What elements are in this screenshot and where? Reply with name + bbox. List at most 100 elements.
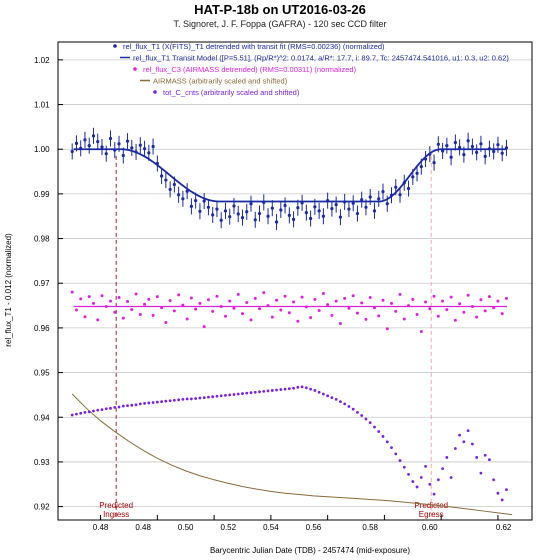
comparison-point <box>377 314 381 318</box>
target-point <box>321 214 325 218</box>
comparison-point <box>126 300 130 304</box>
target-point <box>304 211 308 215</box>
comparison-point <box>492 306 496 310</box>
target-point <box>372 209 377 213</box>
y-tick-label: 1.01 <box>34 101 50 110</box>
total-counts-point <box>100 408 104 412</box>
target-point <box>368 195 372 199</box>
y-tick-label: 0.93 <box>34 458 50 467</box>
comparison-point <box>317 308 321 312</box>
total-counts-point <box>228 393 232 397</box>
total-counts-point <box>113 406 117 409</box>
comparison-point <box>338 321 342 325</box>
comparison-point <box>475 315 479 319</box>
target-point <box>198 209 202 213</box>
comparison-point <box>109 299 113 303</box>
total-counts-point <box>398 459 402 462</box>
target-point <box>262 200 266 204</box>
total-counts-point <box>134 403 138 407</box>
comparison-point <box>236 292 240 296</box>
total-counts-point <box>258 390 261 394</box>
y-tick-label: 0.94 <box>34 413 50 422</box>
total-counts-point <box>121 404 125 408</box>
total-counts-point <box>117 405 121 409</box>
total-counts-point <box>488 458 491 462</box>
target-point <box>504 146 509 150</box>
target-point <box>228 215 232 219</box>
legend-label: AIRMASS (arbitrarily scaled and shifted) <box>153 77 288 86</box>
comparison-point <box>70 290 74 294</box>
comparison-point <box>74 308 78 312</box>
total-counts-point <box>168 399 172 403</box>
total-counts-point <box>343 402 347 406</box>
total-counts-point <box>356 410 359 414</box>
total-counts-point <box>407 473 410 476</box>
total-counts-point <box>453 447 457 450</box>
target-point <box>125 139 130 143</box>
target-point <box>164 178 168 182</box>
target-point <box>500 151 504 155</box>
comparison-point <box>424 300 428 304</box>
target-point <box>113 148 117 152</box>
comparison-point <box>130 308 134 312</box>
comparison-point <box>287 311 291 315</box>
total-counts-point <box>164 399 168 403</box>
comparison-point <box>194 307 198 311</box>
total-counts-point <box>304 386 308 390</box>
comparison-point <box>321 292 325 296</box>
target-point <box>377 197 381 201</box>
total-counts-point <box>347 405 351 408</box>
target-point <box>415 171 419 175</box>
comparison-point <box>436 314 440 318</box>
target-point <box>91 134 96 138</box>
comparison-point <box>249 318 253 322</box>
total-counts-point <box>300 385 304 389</box>
x-tick-label: 0.48 <box>93 523 109 532</box>
target-point <box>394 185 398 189</box>
target-point <box>70 149 74 154</box>
target-point <box>364 205 368 209</box>
total-counts-point <box>479 471 483 475</box>
target-point <box>479 142 483 146</box>
comparison-point <box>411 297 415 301</box>
total-counts-point <box>505 488 508 492</box>
comparison-point <box>228 299 232 303</box>
target-point <box>402 181 406 185</box>
legend-label: rel_flux_T1 (X(FITS)_T1 detrended with t… <box>123 42 385 51</box>
target-point <box>419 165 423 169</box>
comparison-point <box>155 295 159 299</box>
x-tick-label: 0.54 <box>263 523 279 532</box>
comparison-point <box>445 308 449 312</box>
total-counts-point <box>266 389 270 393</box>
target-point <box>279 208 283 212</box>
total-counts-point <box>109 406 112 410</box>
target-point <box>326 198 330 203</box>
target-point <box>385 202 389 206</box>
target-point <box>436 142 440 146</box>
target-point <box>432 161 436 165</box>
total-counts-point <box>232 393 236 396</box>
comparison-point <box>206 298 210 302</box>
total-counts-point <box>492 478 496 482</box>
comparison-point <box>245 300 249 304</box>
target-point <box>296 206 300 210</box>
total-counts-point <box>279 388 283 391</box>
target-point <box>428 152 432 156</box>
comparison-point <box>372 306 376 310</box>
comparison-point <box>87 295 91 299</box>
comparison-point <box>381 298 385 302</box>
comparison-point <box>113 310 117 314</box>
comparison-point <box>79 297 83 301</box>
total-counts-point <box>211 395 215 399</box>
target-point <box>330 207 334 211</box>
legend-label: tot_C_cnts (arbitrarily scaled and shift… <box>163 88 300 97</box>
total-counts-point <box>262 389 266 393</box>
target-point <box>79 146 83 150</box>
comparison-point <box>330 313 334 317</box>
total-counts-point <box>445 456 449 459</box>
prediction-label: Predicted <box>414 501 448 510</box>
comparison-point <box>343 296 347 300</box>
axis-layer: 1.02 1.01 1.00 0.99 0.98 0.97 0.96 0.95 0.94 0.93… <box>34 41 533 532</box>
y-tick-label: 0.98 <box>34 235 50 244</box>
total-counts-point <box>270 389 274 392</box>
